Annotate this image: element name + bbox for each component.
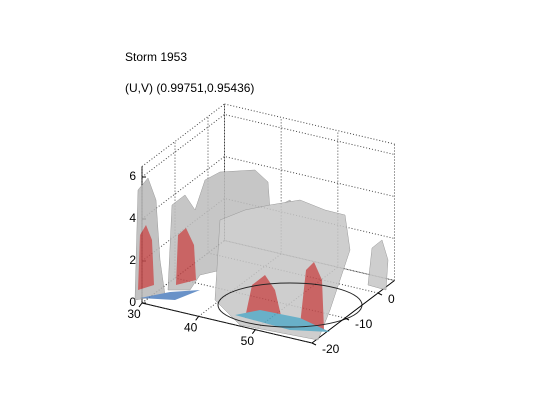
z-tick-label: 0: [129, 295, 136, 309]
grid-line: [141, 155, 395, 220]
z-tick-label: 6: [129, 169, 136, 183]
x-tick-label: 30: [127, 307, 141, 321]
surface-core: [138, 225, 154, 290]
grid-line: [141, 113, 395, 178]
z-tick-label: 2: [129, 253, 136, 267]
isosurfaces: [134, 169, 389, 341]
surface-base: [140, 290, 200, 300]
surface-core: [300, 262, 324, 330]
tick-mark: [377, 292, 383, 296]
y-tick-label: -20: [322, 342, 340, 356]
x-tick-label: 40: [184, 321, 198, 335]
y-tick-label: -10: [355, 317, 373, 331]
chart-subtitle: (U,V) (0.99751,0.95436): [125, 81, 254, 95]
surface-core: [176, 228, 196, 285]
box-edge: [224, 103, 395, 145]
y-tick-label: 0: [388, 292, 395, 306]
axis-line: [311, 280, 395, 344]
chart-title: Storm 1953: [125, 50, 187, 64]
tick-mark: [195, 316, 200, 321]
tick-mark: [251, 329, 256, 334]
box-edge: [141, 103, 225, 167]
tick-mark: [138, 302, 143, 308]
contour: [217, 282, 363, 328]
surface: [367, 239, 389, 291]
z-tick-label: 4: [129, 211, 136, 225]
tick-mark: [311, 342, 317, 346]
x-tick-label: 50: [241, 334, 255, 348]
